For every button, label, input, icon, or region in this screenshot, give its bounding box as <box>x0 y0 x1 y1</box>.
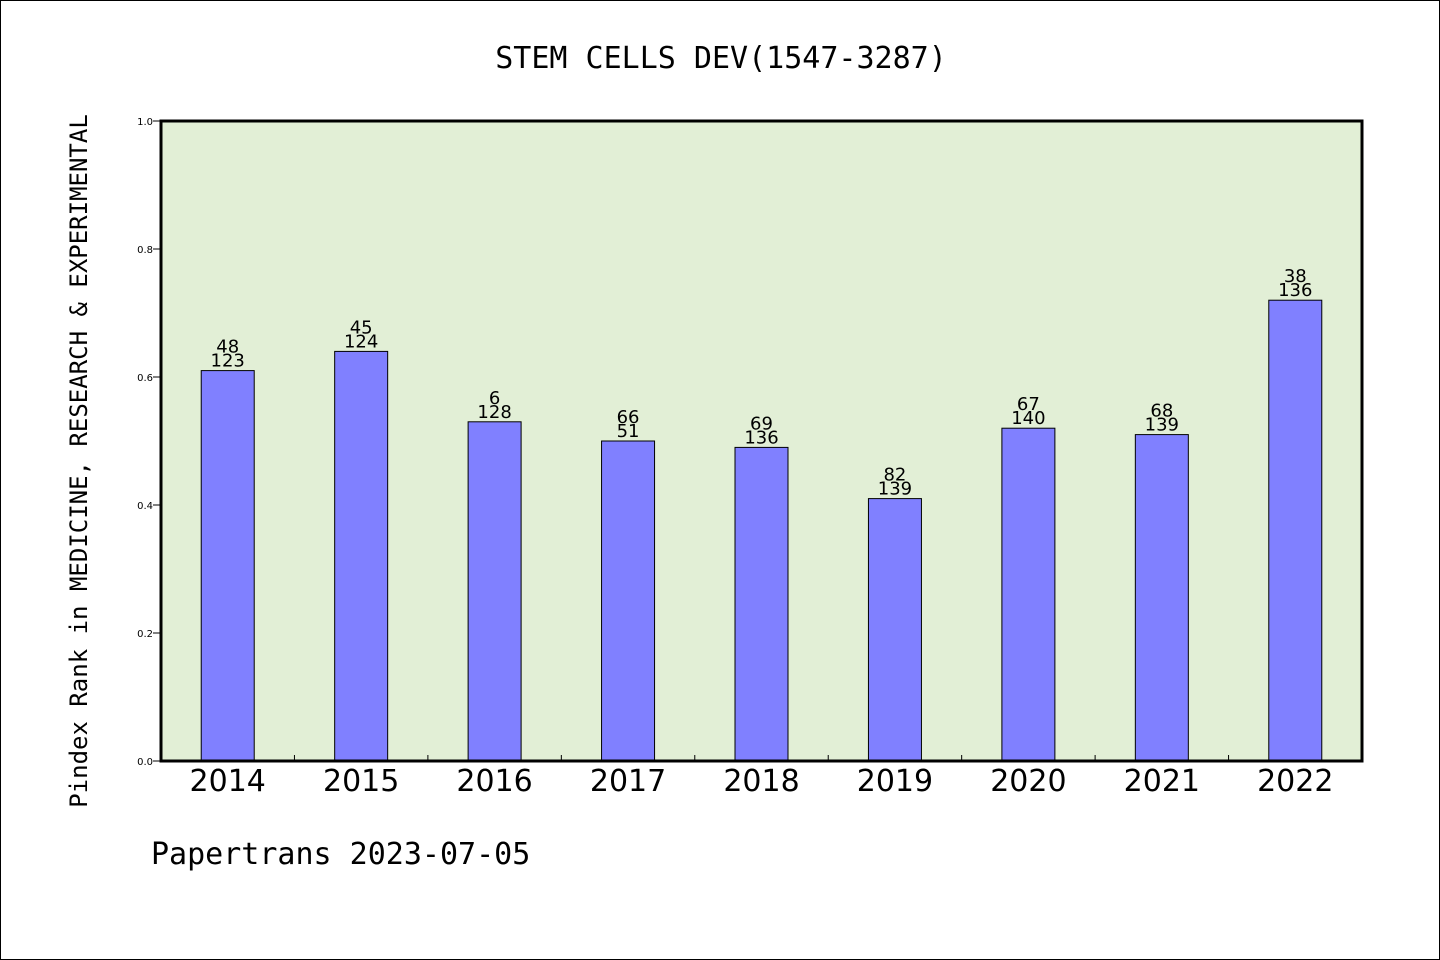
bar-label-top: 6 <box>489 388 500 409</box>
y-axis-ticks: 0.0 0.2 0.4 0.6 0.8 1.0 <box>137 117 161 768</box>
x-tick-label: 2014 <box>190 764 266 799</box>
x-tick-label: 2020 <box>990 764 1066 799</box>
bar <box>1134 434 1189 762</box>
bar <box>734 446 789 762</box>
x-tick-label: 2021 <box>1124 764 1200 799</box>
y-tick-label: 0.2 <box>137 629 153 640</box>
bar-label-top: 82 <box>883 465 906 486</box>
bar-label-bottom: 139 <box>1145 415 1179 436</box>
bar-label-top: 48 <box>216 337 239 358</box>
bar-label-top: 66 <box>617 407 640 428</box>
x-tick-label: 2022 <box>1257 764 1333 799</box>
bar <box>467 421 522 762</box>
y-tick-label: 0.8 <box>137 245 153 256</box>
x-tick-label: 2015 <box>323 764 399 799</box>
bar-label-top: 67 <box>1017 394 1040 415</box>
x-axis-ticks: 2014 2015 2016 2017 2018 2019 2020 2021 2022 <box>190 755 1333 799</box>
bar <box>1001 427 1056 762</box>
bar-label-bottom: 139 <box>878 479 912 500</box>
bar <box>200 370 255 762</box>
bar-label-bottom: 124 <box>344 331 378 352</box>
bar <box>1268 299 1323 762</box>
x-tick-label: 2016 <box>456 764 532 799</box>
bar <box>867 498 922 762</box>
x-tick-label: 2019 <box>857 764 933 799</box>
y-tick-label: 1.0 <box>137 117 153 128</box>
bar-label-bottom: 140 <box>1011 408 1045 429</box>
bar-label-top: 38 <box>1284 266 1307 287</box>
bar-label-top: 45 <box>350 317 373 338</box>
y-tick-label: 0.0 <box>137 757 153 768</box>
x-tick-label: 2018 <box>723 764 799 799</box>
footer-text: Papertrans 2023-07-05 <box>151 837 530 872</box>
bar <box>601 440 656 762</box>
y-axis-label: Pindex Rank in MEDICINE, RESEARCH & EXPE… <box>65 114 93 808</box>
bar-label-bottom: 136 <box>744 427 778 448</box>
y-tick-label: 0.6 <box>137 373 153 384</box>
y-tick-label: 0.4 <box>137 501 153 512</box>
bar-label-bottom: 51 <box>617 421 640 442</box>
bar-label-bottom: 123 <box>211 351 245 372</box>
plot-frame <box>159 119 1364 763</box>
chart-title: STEM CELLS DEV(1547-3287) <box>495 41 947 76</box>
bar-label-bottom: 128 <box>477 402 511 423</box>
bar-label-top: 68 <box>1150 401 1173 422</box>
bar-label-top: 69 <box>750 413 773 434</box>
x-tick-label: 2017 <box>590 764 666 799</box>
bar-label-bottom: 136 <box>1278 280 1312 301</box>
bar <box>334 350 389 762</box>
